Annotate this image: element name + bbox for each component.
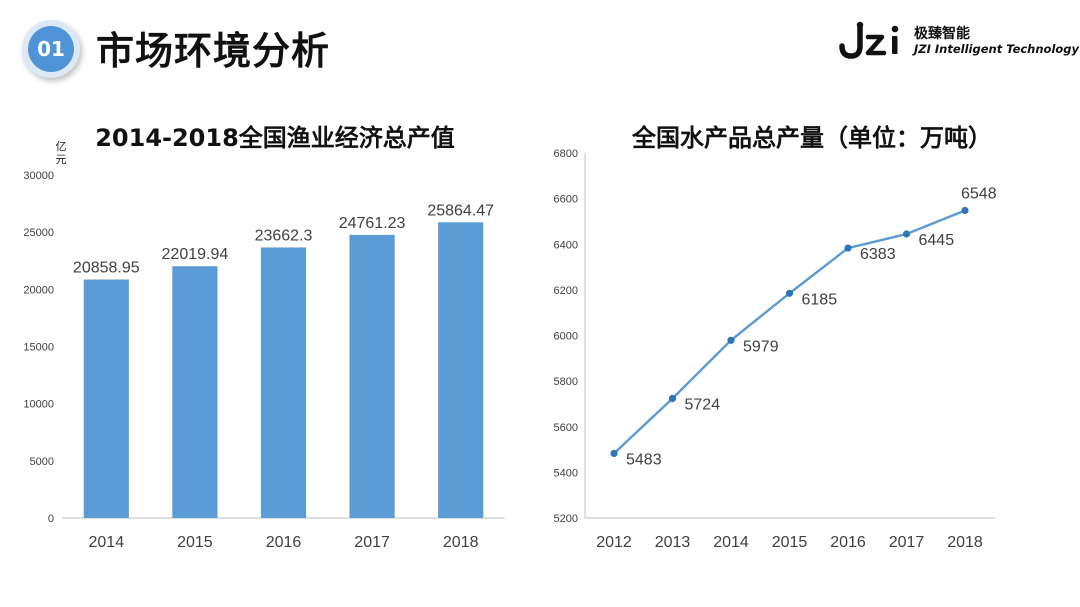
line-chart-x-tick-label: 2018 bbox=[947, 534, 983, 551]
line-chart-series: 5483 5724 5979 6185 6383 6445 6548 bbox=[610, 185, 997, 468]
bar-chart-value-label: 20858.95 bbox=[73, 260, 140, 277]
bar-chart-x-ticks: 2014 2015 2016 2017 2018 bbox=[89, 534, 479, 551]
section-number: 01 bbox=[28, 26, 74, 72]
bar-chart-x-tick-label: 2014 bbox=[89, 534, 125, 551]
line-chart-x-tick-label: 2014 bbox=[713, 534, 749, 551]
logo-chinese-name: 极臻智能 bbox=[914, 26, 970, 42]
line-chart-title: 全国水产品总产量（单位：万吨） bbox=[631, 124, 992, 152]
bar-chart-title: 2014-2018全国渔业经济总产值 bbox=[95, 124, 455, 152]
bar-chart-bar bbox=[83, 279, 129, 518]
bar-chart-x-tick-label: 2016 bbox=[266, 534, 302, 551]
bar-chart-value-label: 25864.47 bbox=[427, 202, 494, 219]
line-chart-point bbox=[961, 206, 969, 215]
bar-chart-bars: 20858.95 22019.94 23662.3 24761.23 25864.47 bbox=[73, 202, 494, 518]
line-chart-x-tick-label: 2012 bbox=[596, 534, 632, 551]
line-chart-series-line bbox=[613, 209, 966, 455]
fishery-output-bar-chart: 2014-2018全国渔业经济总产值 亿元 0 5000 10000 15000 200… bbox=[23, 124, 505, 551]
bar-chart-y-tick-label: 0 bbox=[48, 513, 54, 525]
line-chart-value-label: 5979 bbox=[743, 338, 779, 355]
bar-chart-y-ticks: 0 5000 10000 15000 20000 25000 30000 bbox=[23, 170, 54, 525]
bar-chart-y-tick-label: 30000 bbox=[23, 170, 54, 182]
line-chart-value-label: 6445 bbox=[919, 232, 955, 249]
company-logo: 极臻智能 JZI Intelligent Technology bbox=[838, 20, 1080, 60]
line-chart-point bbox=[785, 289, 794, 297]
line-chart-x-tick-label: 2016 bbox=[830, 534, 866, 551]
bar-chart-y-axis-label-char: 元 bbox=[56, 154, 67, 166]
bar-chart-y-axis-label-char: 亿 bbox=[56, 140, 67, 153]
line-chart-value-label: 6185 bbox=[802, 291, 838, 308]
logo-english-name: JZI Intelligent Technology bbox=[914, 42, 1080, 56]
bar-chart-y-tick-label: 15000 bbox=[23, 342, 54, 354]
page-title: 市场环境分析 bbox=[96, 29, 331, 73]
line-chart-y-tick-label: 6200 bbox=[554, 285, 578, 297]
line-chart-x-ticks: 2012 2013 2014 2015 2016 2017 2018 bbox=[596, 534, 983, 551]
line-chart-point bbox=[668, 394, 677, 403]
bar-chart-x-tick-label: 2018 bbox=[443, 534, 479, 551]
bar-chart-value-label: 23662.3 bbox=[255, 227, 313, 244]
bar-chart-y-tick-label: 10000 bbox=[23, 399, 54, 411]
line-chart-value-label: 6383 bbox=[860, 246, 896, 263]
bar-chart-y-tick-label: 25000 bbox=[23, 227, 54, 239]
line-chart-point bbox=[610, 449, 618, 458]
line-chart-y-tick-label: 6400 bbox=[554, 239, 578, 251]
line-chart-x-tick-label: 2017 bbox=[889, 534, 925, 551]
jzi-logo-icon bbox=[839, 21, 899, 59]
line-chart-x-tick-label: 2013 bbox=[655, 534, 691, 551]
line-chart-y-tick-label: 6600 bbox=[554, 194, 578, 206]
bar-chart-bar bbox=[172, 266, 218, 518]
line-chart-y-tick-label: 5600 bbox=[554, 422, 578, 434]
section-number-badge: 01 bbox=[22, 20, 80, 78]
bar-chart-value-label: 22019.94 bbox=[162, 246, 229, 263]
bar-chart-value-label: 24761.23 bbox=[339, 215, 406, 232]
bar-chart-x-tick-label: 2017 bbox=[354, 534, 390, 551]
line-chart-y-ticks: 5200 5400 5600 5800 6000 6200 6400 6600 6800 bbox=[554, 148, 578, 525]
bar-chart-x-tick-label: 2015 bbox=[177, 534, 213, 551]
line-chart-y-tick-label: 6800 bbox=[554, 148, 578, 160]
line-chart-point bbox=[844, 244, 852, 252]
line-chart-value-label: 5724 bbox=[685, 396, 721, 413]
line-chart-point bbox=[727, 336, 735, 344]
line-chart-y-tick-label: 5800 bbox=[554, 376, 578, 388]
line-chart-y-tick-label: 5400 bbox=[554, 467, 578, 479]
line-chart-y-tick-label: 5200 bbox=[554, 513, 578, 525]
bar-chart-y-tick-label: 20000 bbox=[23, 284, 54, 296]
line-chart-value-label: 5483 bbox=[626, 451, 662, 468]
bar-chart-bar bbox=[349, 234, 395, 518]
bar-chart-bar bbox=[438, 222, 484, 518]
bar-chart-y-axis-label: 亿元 bbox=[56, 140, 67, 166]
aquatic-production-line-chart: 全国水产品总产量（单位：万吨） 5200 5400 5600 5800 6000 6200… bbox=[554, 124, 997, 551]
line-chart-point bbox=[902, 230, 911, 238]
bar-chart-y-tick-label: 5000 bbox=[30, 456, 54, 468]
line-chart-axes bbox=[584, 153, 995, 519]
line-chart-x-tick-label: 2015 bbox=[772, 534, 808, 551]
bar-chart-bar bbox=[260, 247, 307, 518]
line-chart-y-tick-label: 6000 bbox=[554, 331, 578, 343]
line-chart-value-label: 6548 bbox=[961, 185, 997, 202]
